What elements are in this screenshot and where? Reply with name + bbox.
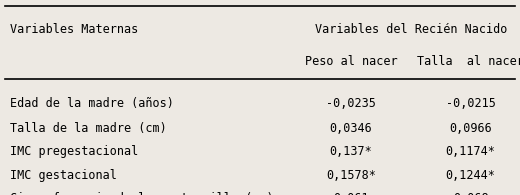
Text: 0,1578*: 0,1578* [326,169,376,182]
Text: -0,0235: -0,0235 [326,97,376,110]
Text: Variables Maternas: Variables Maternas [10,23,139,36]
Text: Circunferencia de la pantorrilla (cm): Circunferencia de la pantorrilla (cm) [10,192,274,195]
Text: 0,1174*: 0,1174* [446,145,496,158]
Text: 0,137*: 0,137* [330,145,372,158]
Text: Talla  al nacer: Talla al nacer [417,55,520,68]
Text: 0,0966: 0,0966 [449,122,492,135]
Text: Peso al nacer: Peso al nacer [305,55,397,68]
Text: -0,0215: -0,0215 [446,97,496,110]
Text: Talla de la madre (cm): Talla de la madre (cm) [10,122,167,135]
Text: IMC gestacional: IMC gestacional [10,169,118,182]
Text: 0,061: 0,061 [333,192,369,195]
Text: Variables del Recién Nacido: Variables del Recién Nacido [315,23,507,36]
Text: 0,0346: 0,0346 [330,122,372,135]
Text: Edad de la madre (años): Edad de la madre (años) [10,97,174,110]
Text: 0,1244*: 0,1244* [446,169,496,182]
Text: 0,068: 0,068 [453,192,488,195]
Text: IMC pregestacional: IMC pregestacional [10,145,139,158]
